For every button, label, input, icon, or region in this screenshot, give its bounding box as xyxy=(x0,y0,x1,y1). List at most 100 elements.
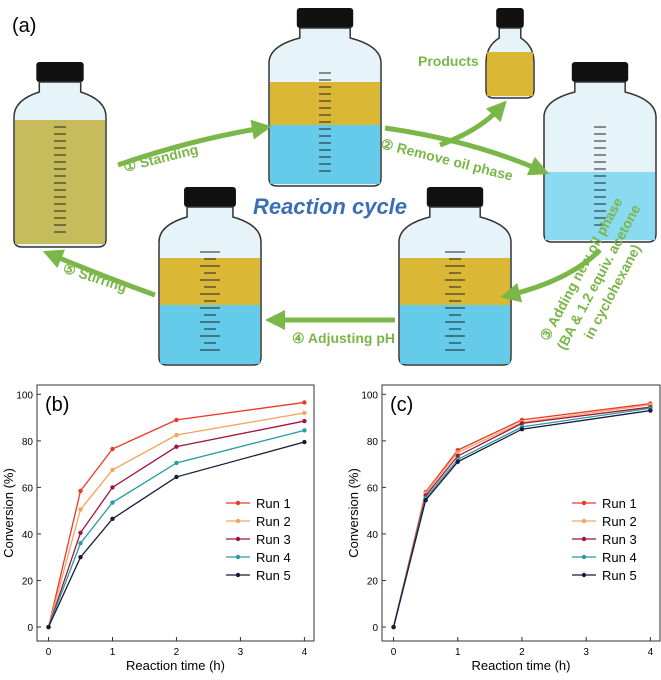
data-point xyxy=(302,410,307,416)
liquid xyxy=(400,305,510,364)
y-tick-label: 40 xyxy=(22,530,34,541)
bottle-cap xyxy=(36,62,84,82)
y-axis-title: Conversion (%) xyxy=(346,468,361,558)
data-point xyxy=(455,450,460,455)
x-tick-label: 0 xyxy=(46,647,52,658)
data-point xyxy=(302,428,307,433)
legend-marker xyxy=(235,536,241,542)
legend-label: Run 2 xyxy=(256,514,291,529)
x-tick-label: 4 xyxy=(302,647,308,658)
legend-marker xyxy=(235,572,241,578)
legend-marker xyxy=(581,500,587,506)
liquid xyxy=(400,258,510,305)
bottle-cap xyxy=(496,8,524,28)
arrow xyxy=(500,248,602,303)
y-tick-label: 80 xyxy=(367,437,379,448)
liquid xyxy=(487,52,533,96)
data-point xyxy=(110,500,115,505)
arrow xyxy=(42,249,156,298)
data-point xyxy=(46,624,51,630)
y-tick-label: 0 xyxy=(372,623,378,634)
liquid xyxy=(160,258,260,305)
legend-label: Run 4 xyxy=(256,550,291,565)
step-label: ① Standing xyxy=(122,141,200,175)
step-label: ⑤ Stirring xyxy=(61,260,129,296)
data-point xyxy=(78,541,83,546)
step-label: ④ Adjusting pH xyxy=(292,330,395,346)
data-point xyxy=(391,624,396,630)
legend-marker xyxy=(581,572,587,578)
y-tick-label: 100 xyxy=(361,390,378,401)
legend-marker xyxy=(235,518,241,524)
data-point xyxy=(78,488,83,494)
data-point xyxy=(110,467,115,473)
cycle-title: Reaction cycle xyxy=(253,194,407,219)
legend-marker xyxy=(235,554,241,560)
bottles xyxy=(13,8,657,366)
legend-label: Run 1 xyxy=(256,496,291,511)
data-point xyxy=(423,498,428,503)
data-point xyxy=(174,417,179,423)
legend-label: Run 4 xyxy=(602,550,637,565)
bottle-cap xyxy=(571,62,629,82)
arrow xyxy=(384,125,550,176)
legend-label: Run 1 xyxy=(602,496,637,511)
data-point xyxy=(78,555,83,560)
panel-label: (b) xyxy=(45,394,69,416)
legend-marker xyxy=(235,500,241,506)
x-axis-title: Reaction time (h) xyxy=(126,658,225,673)
x-tick-label: 3 xyxy=(238,647,244,658)
data-point xyxy=(174,474,179,480)
x-tick-label: 2 xyxy=(519,647,525,658)
x-tick-label: 1 xyxy=(110,647,116,658)
data-point xyxy=(78,530,83,535)
data-point xyxy=(519,421,525,426)
panel-label: (a) xyxy=(12,15,36,37)
label: Products xyxy=(418,53,479,69)
bottle-cap xyxy=(426,187,484,207)
y-tick-label: 60 xyxy=(22,483,34,494)
y-tick-label: 60 xyxy=(367,483,379,494)
plot-frame xyxy=(381,384,661,642)
legend-marker xyxy=(581,536,587,542)
liquid xyxy=(160,305,260,364)
data-point xyxy=(174,444,179,449)
data-point xyxy=(302,418,307,424)
liquid xyxy=(270,125,380,184)
x-axis-title: Reaction time (h) xyxy=(472,658,571,673)
arrows xyxy=(42,100,602,330)
data-point xyxy=(648,408,653,413)
liquid xyxy=(270,82,380,125)
legend-label: Run 5 xyxy=(256,568,291,583)
x-tick-label: 4 xyxy=(648,647,654,658)
data-point xyxy=(110,446,115,452)
data-point xyxy=(110,516,115,522)
y-axis-title: Conversion (%) xyxy=(1,468,16,558)
data-point xyxy=(519,427,525,432)
y-tick-label: 40 xyxy=(367,530,379,541)
legend-label: Run 5 xyxy=(602,568,637,583)
bottle-cap xyxy=(296,8,354,28)
x-tick-label: 2 xyxy=(174,647,180,658)
arrow xyxy=(117,119,272,168)
data-point xyxy=(174,460,179,466)
y-tick-label: 100 xyxy=(16,390,33,401)
x-tick-label: 3 xyxy=(583,647,589,658)
data-point xyxy=(174,432,179,438)
data-point xyxy=(78,507,83,512)
legend-label: Run 3 xyxy=(602,532,637,547)
y-tick-label: 0 xyxy=(27,623,33,634)
data-point xyxy=(302,400,307,405)
legend-label: Run 3 xyxy=(256,532,291,547)
y-tick-label: 20 xyxy=(367,576,379,587)
legend-label: Run 2 xyxy=(602,514,637,529)
legend-marker xyxy=(581,518,587,524)
panel-label: (c) xyxy=(390,394,413,416)
legend-marker xyxy=(581,554,587,560)
data-point xyxy=(302,439,307,445)
data-point xyxy=(110,485,115,490)
plot-frame xyxy=(36,384,315,642)
x-tick-label: 0 xyxy=(391,647,397,658)
